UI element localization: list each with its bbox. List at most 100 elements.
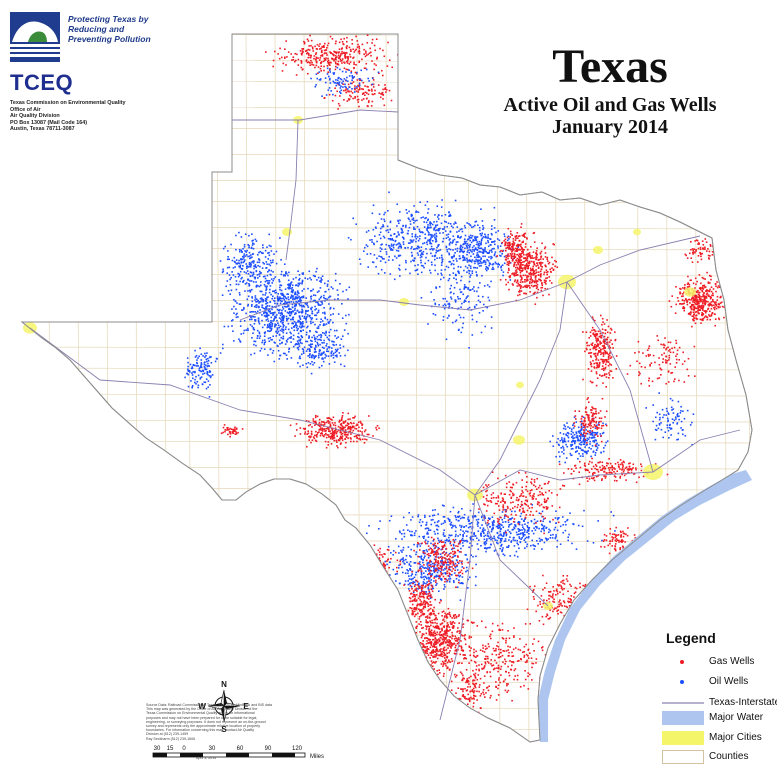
gas-well-point bbox=[353, 417, 356, 419]
oil-well-point bbox=[329, 308, 332, 310]
gas-well-point bbox=[520, 269, 522, 272]
gas-well-point bbox=[529, 291, 531, 293]
oil-well-point bbox=[581, 420, 583, 423]
gas-well-point bbox=[344, 420, 347, 422]
gas-well-point bbox=[693, 309, 695, 311]
oil-well-point bbox=[301, 348, 304, 350]
gas-well-point bbox=[222, 431, 224, 434]
oil-well-point bbox=[393, 243, 395, 246]
gas-well-point bbox=[600, 427, 603, 430]
gas-well-point bbox=[527, 253, 529, 256]
oil-well-point bbox=[595, 445, 598, 448]
oil-well-point bbox=[200, 359, 203, 361]
oil-well-point bbox=[427, 219, 429, 222]
oil-well-point bbox=[253, 267, 255, 270]
gas-well-point bbox=[640, 463, 642, 465]
gas-well-point bbox=[710, 278, 712, 281]
oil-well-point bbox=[239, 303, 242, 305]
gas-well-point bbox=[621, 463, 624, 466]
gas-well-point bbox=[619, 477, 621, 479]
oil-well-point bbox=[427, 227, 430, 229]
oil-well-point bbox=[311, 343, 314, 345]
oil-well-point bbox=[494, 549, 497, 551]
oil-well-point bbox=[442, 232, 444, 234]
oil-well-point bbox=[407, 246, 409, 249]
oil-well-point bbox=[249, 289, 251, 292]
oil-well-point bbox=[395, 249, 398, 252]
oil-well-point bbox=[448, 211, 450, 214]
oil-well-point bbox=[271, 324, 273, 326]
gas-well-point bbox=[583, 419, 586, 421]
gas-well-point bbox=[534, 257, 536, 259]
gas-well-point bbox=[694, 287, 696, 289]
oil-well-point bbox=[312, 288, 314, 291]
gas-well-point bbox=[599, 335, 602, 337]
oil-well-point bbox=[411, 235, 414, 238]
gas-well-point bbox=[346, 45, 348, 47]
oil-well-point bbox=[388, 255, 390, 258]
oil-well-point bbox=[578, 452, 580, 455]
oil-well-point bbox=[459, 524, 461, 527]
oil-well-point bbox=[248, 284, 251, 286]
gas-well-point bbox=[607, 353, 610, 356]
oil-well-point bbox=[298, 357, 301, 359]
gas-well-point bbox=[711, 312, 713, 315]
oil-well-point bbox=[276, 314, 278, 316]
oil-well-point bbox=[310, 278, 312, 281]
oil-well-point bbox=[284, 343, 287, 345]
gas-well-point bbox=[617, 463, 620, 466]
oil-well-point bbox=[248, 263, 251, 266]
oil-well-point bbox=[231, 325, 233, 327]
gas-well-point bbox=[725, 300, 727, 302]
oil-well-point bbox=[337, 298, 339, 300]
gas-well-point bbox=[524, 268, 526, 271]
oil-well-point bbox=[318, 350, 321, 353]
gas-well-point bbox=[574, 410, 576, 412]
oil-well-point bbox=[194, 381, 196, 384]
oil-well-point bbox=[579, 455, 582, 457]
gas-well-point bbox=[333, 50, 335, 53]
oil-well-point bbox=[373, 243, 375, 246]
oil-well-point bbox=[301, 290, 304, 292]
oil-well-point bbox=[222, 247, 225, 250]
oil-well-point bbox=[409, 242, 411, 244]
gas-well-point bbox=[352, 440, 355, 443]
gas-well-point bbox=[325, 436, 328, 439]
oil-well-point bbox=[500, 265, 502, 268]
gas-well-point bbox=[510, 257, 513, 259]
gas-well-point bbox=[716, 281, 718, 283]
gas-well-point bbox=[282, 62, 285, 65]
oil-well-point bbox=[435, 235, 438, 237]
gas-well-point bbox=[715, 303, 717, 306]
gas-well-point bbox=[323, 45, 325, 47]
gas-well-point bbox=[361, 431, 363, 433]
oil-well-point bbox=[448, 536, 450, 539]
oil-well-point bbox=[248, 245, 250, 247]
gas-well-point bbox=[598, 427, 600, 429]
gas-well-point bbox=[530, 273, 533, 276]
oil-well-point bbox=[286, 293, 288, 295]
gas-well-point bbox=[601, 478, 603, 480]
gas-well-point bbox=[597, 461, 599, 464]
oil-well-point bbox=[389, 234, 392, 237]
oil-well-point bbox=[420, 217, 423, 219]
oil-well-point bbox=[397, 220, 400, 223]
oil-well-point bbox=[448, 260, 450, 263]
gas-well-point bbox=[318, 45, 320, 47]
gas-well-point bbox=[310, 39, 313, 42]
oil-well-point bbox=[375, 227, 377, 229]
gas-well-point bbox=[599, 343, 601, 345]
gas-well-point bbox=[594, 346, 596, 348]
gas-well-point bbox=[590, 409, 592, 411]
oil-well-point bbox=[335, 343, 338, 346]
gas-well-point bbox=[374, 49, 376, 52]
oil-well-point bbox=[452, 235, 455, 237]
oil-well-point bbox=[264, 256, 267, 258]
oil-well-point bbox=[434, 224, 437, 227]
oil-well-point bbox=[448, 248, 450, 250]
gas-well-point bbox=[708, 314, 710, 316]
oil-well-point bbox=[285, 317, 288, 320]
gas-well-point bbox=[607, 360, 609, 363]
oil-well-point bbox=[427, 224, 429, 226]
gas-well-point bbox=[593, 362, 595, 365]
